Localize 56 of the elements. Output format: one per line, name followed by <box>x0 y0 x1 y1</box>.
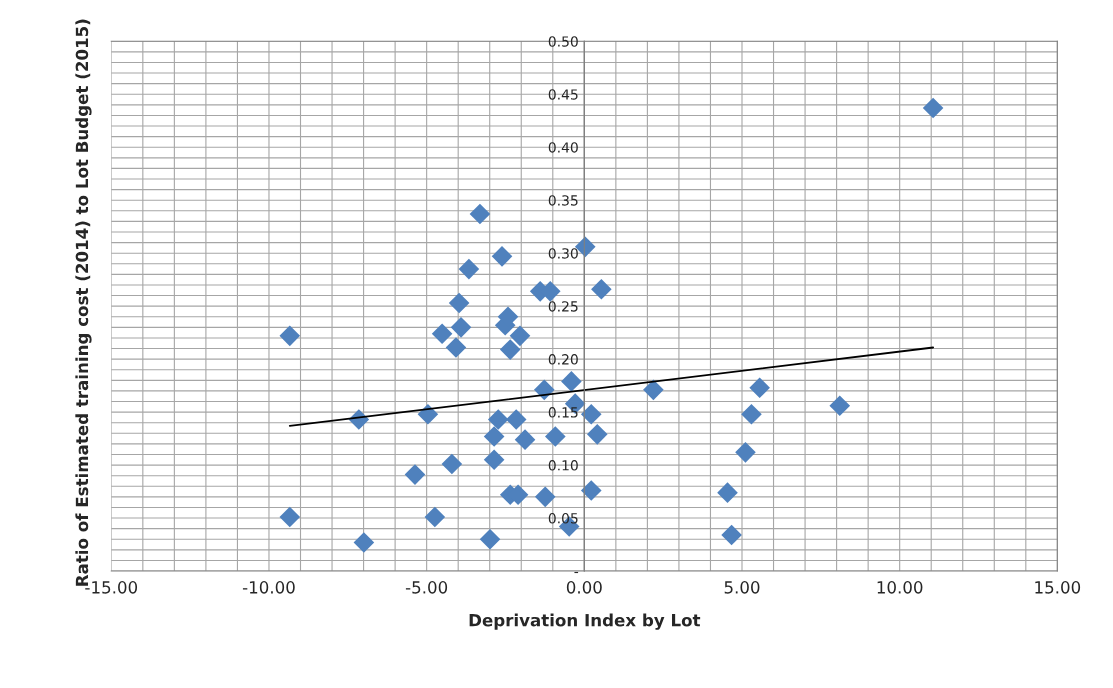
point <box>741 403 762 425</box>
x-tick-label: 5.00 <box>724 581 760 594</box>
x-tick-label: 0.00 <box>566 581 602 594</box>
point <box>717 482 738 503</box>
y-tick-label: 0.50 <box>548 36 578 47</box>
point <box>353 532 375 553</box>
point <box>279 325 301 347</box>
point <box>505 409 527 430</box>
point <box>424 506 446 528</box>
point <box>829 395 851 417</box>
y-tick-label: 0.45 <box>548 89 578 100</box>
y-tick-label: 0.35 <box>548 195 578 206</box>
point <box>448 292 470 314</box>
point <box>483 426 505 447</box>
point <box>509 325 531 347</box>
point <box>479 528 501 550</box>
point <box>491 246 513 267</box>
point <box>431 323 453 345</box>
y-tick-label: 0.25 <box>548 301 578 312</box>
point <box>561 371 582 392</box>
x-tick-label: -5.00 <box>405 581 448 594</box>
point <box>450 317 472 338</box>
point <box>445 337 467 358</box>
y-tick-label: 0.10 <box>548 460 578 471</box>
point <box>499 339 521 360</box>
point <box>279 506 301 528</box>
y-tick-label: 0.15 <box>548 407 578 418</box>
point <box>534 486 556 508</box>
x-tick-label: 10.00 <box>877 581 923 594</box>
point <box>580 480 602 501</box>
y-tick-label: 0.20 <box>548 354 578 365</box>
y-tick-label: 0.40 <box>548 142 578 153</box>
point <box>591 278 612 300</box>
point <box>749 377 770 399</box>
y-tick-label: - <box>574 571 579 574</box>
point <box>586 424 608 445</box>
y-tick-label: 0.30 <box>548 248 578 259</box>
y-tick-label: 0.05 <box>548 513 578 524</box>
x-axis-title: Deprivation Index by Lot <box>469 613 701 630</box>
point <box>487 409 509 430</box>
point <box>441 453 463 475</box>
point <box>545 426 566 447</box>
x-tick-label: 15.00 <box>1035 581 1081 594</box>
point <box>483 449 505 471</box>
point <box>533 379 555 401</box>
point <box>404 464 426 485</box>
x-tick-label: -10.00 <box>242 581 295 594</box>
point <box>514 429 536 450</box>
point <box>458 258 480 280</box>
point <box>922 97 944 119</box>
point <box>469 203 491 225</box>
point <box>417 403 439 425</box>
point <box>643 379 664 401</box>
point <box>721 524 742 546</box>
point <box>580 403 602 425</box>
point <box>735 442 756 463</box>
